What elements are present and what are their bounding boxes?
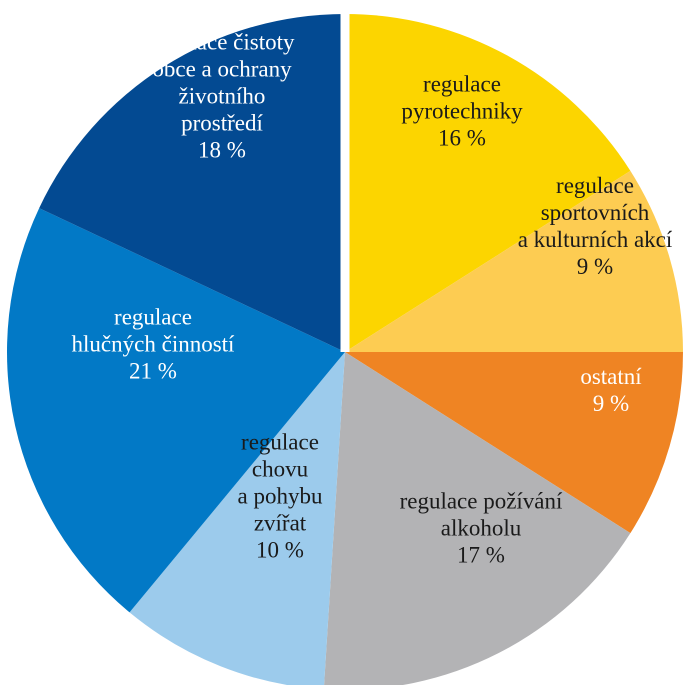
pie-slice bbox=[345, 352, 683, 534]
slice-value-label: 21 % bbox=[129, 358, 177, 383]
pie-slice bbox=[7, 208, 346, 613]
slice-value-label: 10 % bbox=[256, 537, 304, 562]
slice-value-label: 16 % bbox=[438, 125, 486, 150]
slice-value-label: 17 % bbox=[457, 542, 505, 567]
pie-slice bbox=[129, 352, 345, 685]
slice-category-label: ostatní bbox=[580, 364, 642, 389]
slice-value-label: 9 % bbox=[593, 391, 629, 416]
slice-category-label: zvířat bbox=[254, 510, 307, 535]
slice-category-label: sportovních bbox=[541, 200, 650, 225]
slice-category-label: regulace požívání bbox=[400, 488, 563, 513]
slice-value-label: 9 % bbox=[577, 254, 613, 279]
slice-category-label: životního bbox=[179, 83, 266, 108]
slice-category-label: a kulturních akcí bbox=[518, 227, 673, 252]
slice-category-label: pyrotechniky bbox=[401, 98, 523, 123]
slice-value-label: 18 % bbox=[198, 137, 246, 162]
pie-slice bbox=[345, 170, 683, 352]
slice-category-label: alkoholu bbox=[441, 515, 522, 540]
slice-category-label: regulace bbox=[423, 71, 501, 96]
pie-slice bbox=[324, 352, 631, 685]
slice-category-label: prostředí bbox=[181, 110, 263, 135]
slice-category-label: regulace čistoty bbox=[150, 29, 295, 54]
pie-slice bbox=[345, 14, 631, 352]
slice-category-label: regulace bbox=[556, 173, 634, 198]
pie-slice bbox=[39, 14, 346, 352]
slice-category-label: a pohybu bbox=[238, 483, 323, 508]
slice-category-label: regulace bbox=[241, 429, 319, 454]
slice-category-label: hlučných činností bbox=[72, 331, 235, 356]
slice-category-label: regulace bbox=[114, 304, 192, 329]
slice-category-label: obce a ochrany bbox=[152, 56, 292, 81]
slice-category-label: chovu bbox=[252, 456, 309, 481]
